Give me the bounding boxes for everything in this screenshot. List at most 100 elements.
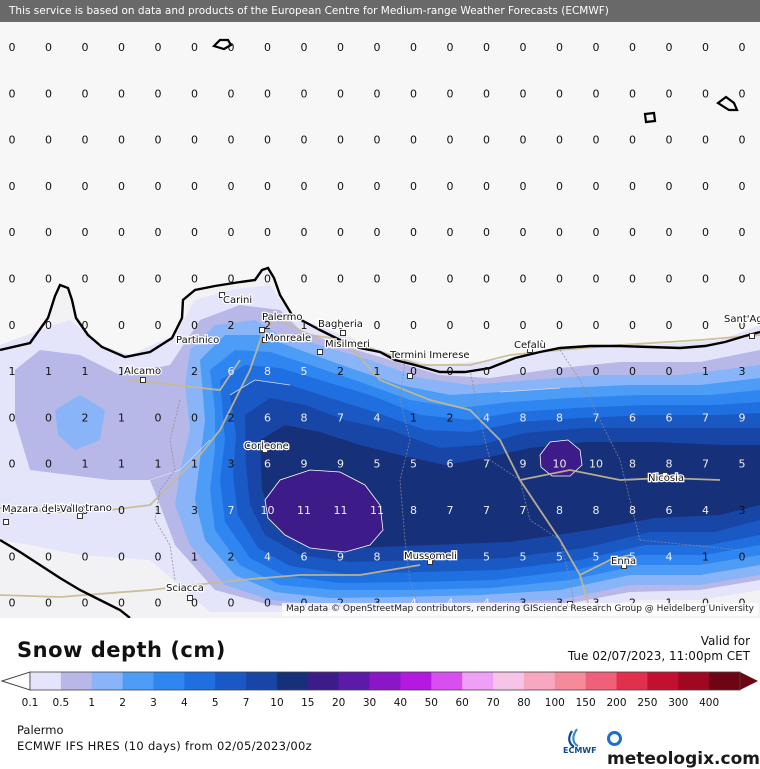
grid-value: 8 — [556, 504, 563, 517]
grid-value: 0 — [374, 87, 381, 100]
colorbar-tick-label: 10 — [270, 697, 284, 709]
map-data-attribution[interactable]: Map data © OpenStreetMap contributors, r… — [282, 603, 758, 616]
city-marker — [407, 373, 413, 379]
grid-value: 5 — [374, 458, 381, 471]
grid-value: 6 — [447, 550, 454, 563]
grid-value: 0 — [228, 41, 235, 54]
city-marker — [77, 513, 83, 519]
grid-value: 0 — [264, 273, 271, 286]
grid-value: 1 — [702, 365, 709, 378]
grid-value: 2 — [447, 411, 454, 424]
colorbar-tick-label: 70 — [486, 697, 500, 709]
grid-value: 0 — [520, 134, 527, 147]
grid-value: 0 — [410, 226, 417, 239]
grid-value: 0 — [739, 87, 746, 100]
grid-value: 0 — [556, 365, 563, 378]
grid-value: 5 — [410, 458, 417, 471]
grid-value: 0 — [155, 319, 162, 332]
city-label: Misilmeri — [325, 339, 370, 350]
city-label: Monreale — [265, 333, 311, 344]
grid-value: 0 — [45, 134, 52, 147]
snow-depth-map[interactable]: 0 0 0 0 0 0 0 0 0 0 0 0 0 0 0 0 0 0 0 0 0 0 0 0 0 0 0 0 0 0 0 0 0 0 0 0 0 0 0 0… — [0, 0, 760, 618]
city-marker — [195, 337, 201, 343]
grid-value: 7 — [483, 504, 490, 517]
grid-value: 0 — [447, 134, 454, 147]
grid-value: 0 — [191, 273, 198, 286]
grid-value: 7 — [337, 411, 344, 424]
city-label: Corleone — [244, 441, 289, 452]
colorbar-swatch — [678, 672, 710, 690]
grid-value: 1 — [118, 458, 125, 471]
grid-value: 10 — [553, 458, 567, 471]
colorbar-swatch — [709, 672, 741, 690]
city-marker — [187, 595, 193, 601]
colorbar-tick-label: 60 — [455, 697, 469, 709]
grid-value: 9 — [520, 458, 527, 471]
grid-value: 7 — [483, 458, 490, 471]
grid-value: 0 — [702, 319, 709, 332]
grid-value: 0 — [9, 458, 16, 471]
grid-value: 0 — [556, 273, 563, 286]
ecmwf-logo-icon — [568, 728, 579, 748]
grid-value: 0 — [301, 134, 308, 147]
grid-value: 0 — [520, 180, 527, 193]
grid-value: 1 — [155, 458, 162, 471]
grid-value: 0 — [191, 597, 198, 610]
grid-value: 0 — [228, 180, 235, 193]
grid-value: 0 — [483, 273, 490, 286]
grid-value: 0 — [118, 41, 125, 54]
color-scale-bar — [0, 671, 758, 691]
grid-value: 1 — [82, 458, 89, 471]
colorbar-tick-label: 100 — [544, 697, 565, 709]
colorbar-tick-label: 80 — [517, 697, 531, 709]
grid-value: 0 — [337, 134, 344, 147]
grid-value: 4 — [483, 411, 490, 424]
grid-value: 0 — [9, 504, 16, 517]
city-label: Partinico — [176, 335, 219, 346]
city-label: Nicosia — [648, 473, 684, 484]
grid-value: 0 — [82, 180, 89, 193]
grid-value: 6 — [447, 458, 454, 471]
grid-value: 9 — [301, 458, 308, 471]
grid-value: 0 — [264, 226, 271, 239]
city-marker — [662, 472, 668, 478]
grid-value: 0 — [702, 273, 709, 286]
grid-value: 7 — [593, 411, 600, 424]
grid-value: 0 — [45, 597, 52, 610]
grid-value: 0 — [9, 273, 16, 286]
grid-value: 10 — [589, 458, 603, 471]
city-label: Palermo — [262, 312, 302, 323]
grid-value: 6 — [264, 411, 271, 424]
grid-value: 0 — [82, 87, 89, 100]
colorbar-tick-label: 0.1 — [21, 697, 39, 709]
grid-value: 8 — [629, 504, 636, 517]
grid-value: 0 — [520, 226, 527, 239]
grid-value: 1 — [9, 365, 16, 378]
grid-value: 3 — [228, 458, 235, 471]
grid-value: 0 — [264, 87, 271, 100]
grid-value: 0 — [410, 41, 417, 54]
grid-value: 0 — [191, 319, 198, 332]
grid-value: 3 — [191, 504, 198, 517]
city-marker — [140, 377, 146, 383]
colorbar-swatch — [60, 672, 93, 690]
grid-value: 0 — [447, 226, 454, 239]
grid-value: 0 — [9, 226, 16, 239]
grid-value: 0 — [666, 273, 673, 286]
city-label: Alcamo — [124, 366, 161, 377]
grid-value: 2 — [264, 319, 271, 332]
grid-value: 0 — [739, 550, 746, 563]
grid-value: 0 — [593, 134, 600, 147]
grid-value: 0 — [82, 134, 89, 147]
grid-value: 0 — [702, 226, 709, 239]
grid-value: 0 — [191, 226, 198, 239]
grid-value: 0 — [82, 504, 89, 517]
grid-value: 6 — [228, 365, 235, 378]
grid-value: 5 — [520, 550, 527, 563]
grid-value: 0 — [155, 134, 162, 147]
grid-value: 1 — [118, 365, 125, 378]
grid-value: 0 — [301, 41, 308, 54]
meteologix-logo[interactable]: meteologix.com — [607, 729, 760, 769]
grid-value: 0 — [702, 134, 709, 147]
grid-value: 0 — [9, 597, 16, 610]
